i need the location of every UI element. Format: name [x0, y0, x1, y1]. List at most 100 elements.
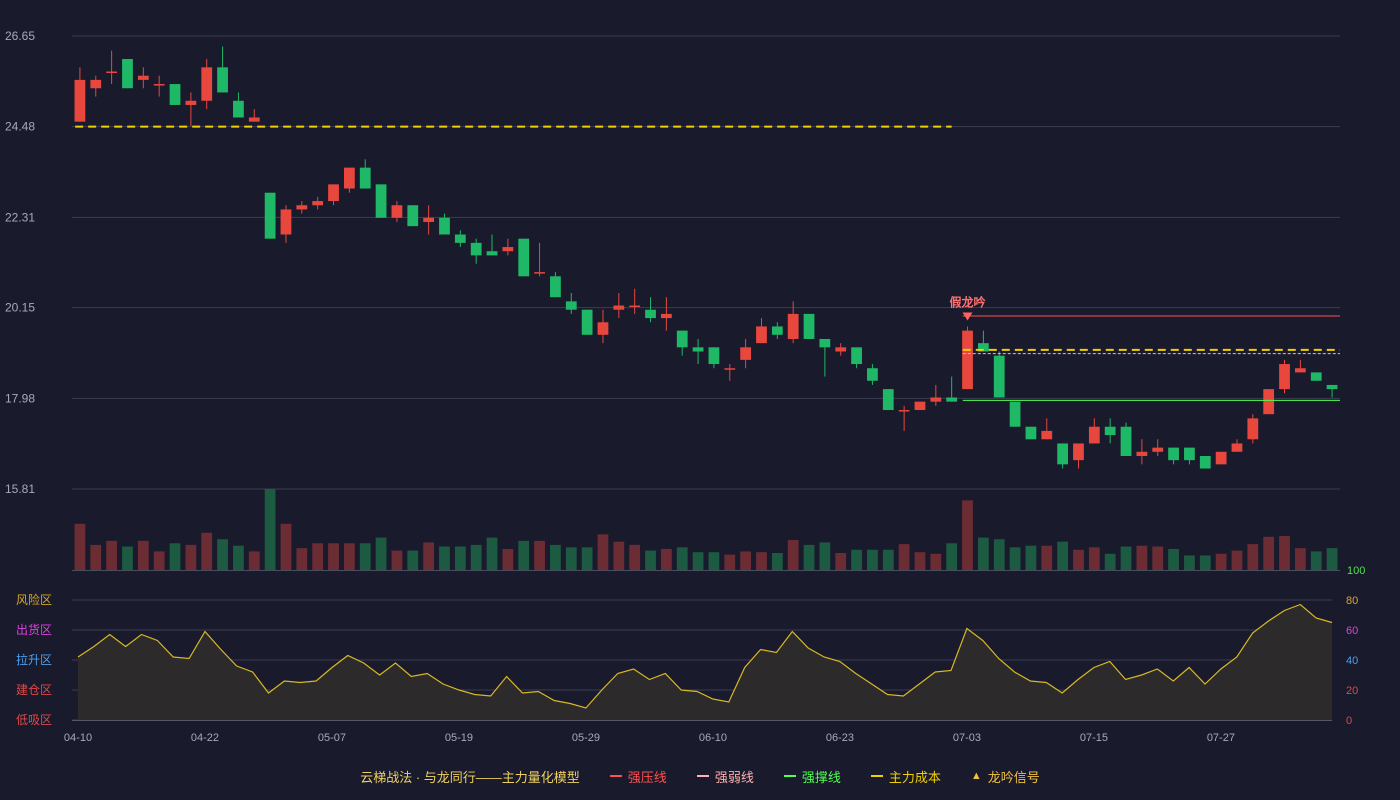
- candle-body: [153, 84, 165, 86]
- indicator-tick-label: 40: [1346, 655, 1358, 667]
- volume-bar: [343, 543, 355, 570]
- candle-body: [914, 401, 926, 411]
- volume-bar: [534, 540, 545, 570]
- candle-body: [90, 79, 102, 89]
- volume-bar: [629, 544, 641, 570]
- volume-bar: [217, 539, 228, 570]
- legend-item-signal: ▲ 龙吟信号: [971, 767, 1040, 786]
- signal-label: 假龙吟: [950, 294, 986, 309]
- indicator-tick-label: 60: [1346, 625, 1358, 637]
- volume-bar: [660, 548, 672, 570]
- volume-bar: [1009, 547, 1021, 570]
- candle-body: [1152, 447, 1164, 452]
- date-tick-label: 07-15: [1080, 732, 1108, 744]
- volume-bar: [1310, 551, 1322, 570]
- volume-bar: [264, 489, 276, 570]
- candle-body: [359, 167, 371, 189]
- legend-label: 强撑线: [801, 769, 841, 785]
- candle-body: [756, 326, 767, 344]
- candle-body: [867, 368, 878, 381]
- volume-bar: [1215, 553, 1227, 570]
- volume-bar: [914, 552, 926, 570]
- candle-body: [1073, 443, 1084, 461]
- volume-bar: [106, 540, 118, 570]
- price-tick-label: 17.98: [5, 391, 35, 405]
- candle-body: [1199, 455, 1211, 469]
- volume-bar: [153, 551, 165, 570]
- volume-bar: [882, 549, 894, 570]
- candle-body: [248, 117, 260, 122]
- signal-arrow-icon: [962, 312, 973, 321]
- indicator-tick-label: 20: [1346, 685, 1358, 697]
- volume-bar: [248, 551, 260, 570]
- candle-body: [724, 368, 736, 370]
- candle-body: [787, 313, 799, 339]
- volume-bar: [391, 550, 403, 570]
- candle-body: [1294, 368, 1306, 373]
- date-tick-label: 06-10: [699, 732, 727, 744]
- candle-body: [343, 167, 355, 189]
- legend-label: 强弱线: [714, 769, 754, 785]
- signal-marker: 假龙吟: [950, 294, 986, 321]
- volume-bar: [977, 537, 989, 570]
- volume-bar: [1104, 553, 1116, 570]
- candle-body: [1310, 372, 1322, 381]
- volume-bar: [122, 546, 133, 570]
- volume-bar: [771, 552, 783, 570]
- candle-body: [930, 397, 942, 402]
- volume-bar: [137, 540, 149, 570]
- date-tick-label: 07-27: [1207, 732, 1235, 744]
- volume-bar: [867, 549, 878, 570]
- indicator-tick-label: 0: [1346, 715, 1352, 727]
- legend-swatch: [609, 775, 622, 777]
- volume-bar: [201, 532, 213, 570]
- volume-bar: [1199, 555, 1211, 570]
- volume-axis-label: 100: [1347, 565, 1365, 577]
- volume-bar: [328, 543, 339, 570]
- volume-bar: [1120, 546, 1132, 570]
- volume-bar: [470, 544, 482, 570]
- candle-body: [835, 347, 847, 352]
- candle-body: [613, 305, 625, 310]
- legend-label: 主力成本: [888, 769, 941, 785]
- volume-bar: [423, 542, 435, 570]
- candle-body: [1009, 401, 1021, 427]
- price-tick-label: 15.81: [5, 482, 35, 496]
- candle-body: [375, 184, 387, 218]
- price-tick-label: 20.15: [5, 301, 35, 315]
- volume-bar: [169, 543, 181, 570]
- price-tick-label: 24.48: [5, 120, 35, 134]
- volume-bar: [1073, 549, 1084, 570]
- price-axis: 26.65 24.48 22.31 20.15 17.98 15.81: [5, 29, 35, 496]
- volume-bar: [1057, 541, 1069, 570]
- candle-body: [74, 79, 86, 122]
- candlestick-series: [74, 46, 1338, 469]
- candle-body: [740, 347, 752, 360]
- date-axis: 04-10 04-22 05-07 05-19 05-29 06-10 06-23 07-03…: [64, 720, 1332, 744]
- zone-label: 风险区: [16, 592, 52, 607]
- candle-body: [1215, 451, 1227, 465]
- volume-bar: [1279, 535, 1290, 570]
- candle-body: [534, 272, 545, 274]
- legend-label: 强压线: [627, 769, 667, 785]
- candle-body: [1279, 364, 1290, 390]
- triangle-icon: ▲: [970, 770, 982, 782]
- candle-body: [280, 209, 292, 235]
- legend-swatch: [870, 775, 883, 777]
- volume-bar: [1294, 548, 1306, 570]
- grid-lines: [72, 35, 1340, 490]
- volume-bar: [740, 551, 752, 570]
- volume-bar: [597, 534, 609, 570]
- volume-bar: [454, 546, 466, 570]
- candle-body: [1184, 447, 1195, 461]
- candle-body: [851, 347, 862, 365]
- date-tick-label: 05-29: [572, 732, 600, 744]
- candle-body: [169, 84, 181, 105]
- volume-bar: [1168, 548, 1179, 570]
- volume-bar: [518, 540, 530, 570]
- zone-label: 拉升区: [16, 652, 52, 667]
- volume-bar: [74, 523, 86, 570]
- volume-bars: 100: [72, 489, 1365, 577]
- candle-body: [1136, 451, 1148, 456]
